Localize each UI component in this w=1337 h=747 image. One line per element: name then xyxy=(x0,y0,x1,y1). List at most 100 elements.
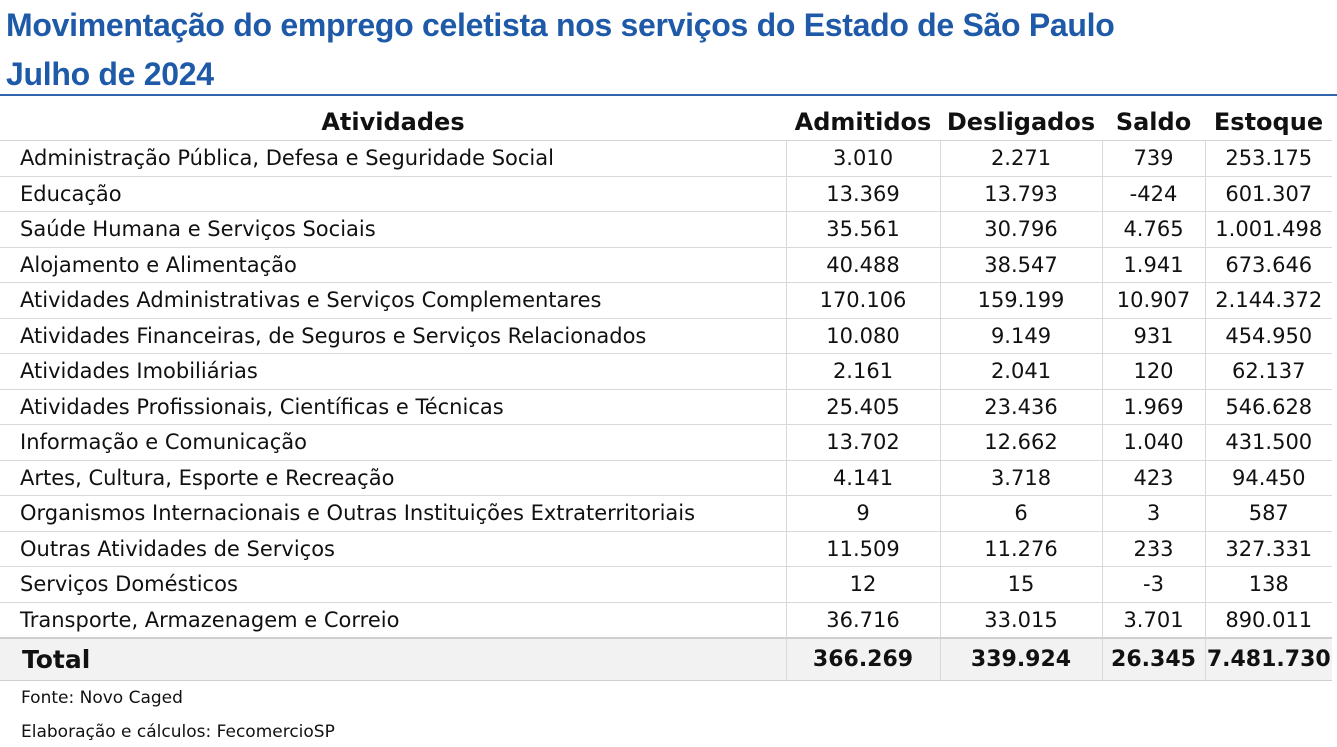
cell-admitidos: 3.010 xyxy=(785,140,940,177)
employment-table: Atividades Admitidos Desligados Saldo Es… xyxy=(0,103,1332,681)
cell-admitidos: 11.509 xyxy=(785,531,940,567)
cell-desligados: 11.276 xyxy=(939,531,1102,567)
table-row: Serviços Domésticos 12 15 -3 138 xyxy=(0,566,1332,603)
column-header-desligados: Desligados xyxy=(940,103,1102,141)
cell-admitidos: 36.716 xyxy=(785,602,940,639)
cell-desligados: 159.199 xyxy=(939,282,1102,319)
cell-atividade: Atividades Financeiras, de Seguros e Ser… xyxy=(0,318,786,354)
cell-saldo: 1.040 xyxy=(1101,424,1205,461)
table-row: Outras Atividades de Serviços 11.509 11.27… xyxy=(0,531,1332,567)
cell-atividade: Alojamento e Alimentação xyxy=(0,247,786,283)
cell-estoque: 673.646 xyxy=(1204,247,1332,283)
cell-admitidos: 170.106 xyxy=(785,282,940,319)
cell-saldo: 120 xyxy=(1101,353,1205,390)
cell-admitidos: 13.702 xyxy=(785,424,940,461)
cell-desligados: 15 xyxy=(939,566,1102,603)
total-cell-saldo: 26.345 xyxy=(1101,637,1205,681)
cell-saldo: 931 xyxy=(1101,318,1205,354)
column-header-atividades: Atividades xyxy=(0,103,786,141)
cell-atividade: Atividades Profissionais, Científicas e … xyxy=(0,389,786,425)
table-row: Organismos Internacionais e Outras Insti… xyxy=(0,495,1332,532)
cell-admitidos: 12 xyxy=(785,566,940,603)
total-cell-desligados: 339.924 xyxy=(939,637,1102,681)
table-row: Saúde Humana e Serviços Sociais 35.561 30.… xyxy=(0,211,1332,248)
total-row: Total 366.269 339.924 26.345 7.481.730 xyxy=(0,637,1332,681)
table-row: Atividades Imobiliárias 2.161 2.041 120 62.1… xyxy=(0,353,1332,390)
cell-estoque: 601.307 xyxy=(1204,176,1332,212)
total-cell-admitidos: 366.269 xyxy=(785,637,940,681)
cell-admitidos: 9 xyxy=(785,495,940,532)
cell-estoque: 890.011 xyxy=(1204,602,1332,639)
cell-admitidos: 25.405 xyxy=(785,389,940,425)
cell-estoque: 253.175 xyxy=(1204,140,1332,177)
cell-estoque: 327.331 xyxy=(1204,531,1332,567)
cell-estoque: 1.001.498 xyxy=(1204,211,1332,248)
cell-atividade: Administração Pública, Defesa e Segurida… xyxy=(0,140,786,177)
table-row: Transporte, Armazenagem e Correio 36.716 3… xyxy=(0,602,1332,639)
cell-saldo: 423 xyxy=(1101,460,1205,496)
credits-note: Elaboração e cálculos: FecomercioSP xyxy=(21,722,335,742)
cell-desligados: 12.662 xyxy=(939,424,1102,461)
cell-saldo: 739 xyxy=(1101,140,1205,177)
cell-desligados: 13.793 xyxy=(939,176,1102,212)
cell-atividade: Artes, Cultura, Esporte e Recreação xyxy=(0,460,786,496)
cell-saldo: 4.765 xyxy=(1101,211,1205,248)
table-row: Atividades Financeiras, de Seguros e Ser… xyxy=(0,318,1332,354)
cell-desligados: 30.796 xyxy=(939,211,1102,248)
cell-saldo: 3.701 xyxy=(1101,602,1205,639)
table-row: Educação 13.369 13.793 -424 601.307 xyxy=(0,176,1332,212)
cell-estoque: 138 xyxy=(1204,566,1332,603)
cell-saldo: 1.969 xyxy=(1101,389,1205,425)
cell-admitidos: 4.141 xyxy=(785,460,940,496)
cell-desligados: 3.718 xyxy=(939,460,1102,496)
cell-saldo: -3 xyxy=(1101,566,1205,603)
cell-desligados: 2.271 xyxy=(939,140,1102,177)
page-subtitle: Julho de 2024 xyxy=(6,56,214,92)
cell-desligados: 2.041 xyxy=(939,353,1102,390)
cell-atividade: Outras Atividades de Serviços xyxy=(0,531,786,567)
cell-estoque: 2.144.372 xyxy=(1204,282,1332,319)
column-header-admitidos: Admitidos xyxy=(786,103,940,141)
column-header-saldo: Saldo xyxy=(1102,103,1205,141)
cell-atividade: Organismos Internacionais e Outras Insti… xyxy=(0,495,786,532)
cell-atividade: Transporte, Armazenagem e Correio xyxy=(0,602,786,639)
cell-admitidos: 35.561 xyxy=(785,211,940,248)
cell-desligados: 33.015 xyxy=(939,602,1102,639)
cell-atividade: Atividades Administrativas e Serviços Co… xyxy=(0,282,786,319)
table-row: Administração Pública, Defesa e Segurida… xyxy=(0,140,1332,177)
cell-atividade: Atividades Imobiliárias xyxy=(0,353,786,390)
cell-admitidos: 13.369 xyxy=(785,176,940,212)
cell-admitidos: 2.161 xyxy=(785,353,940,390)
cell-saldo: 233 xyxy=(1101,531,1205,567)
cell-saldo: 3 xyxy=(1101,495,1205,532)
table-body: Administração Pública, Defesa e Segurida… xyxy=(0,140,1332,681)
cell-desligados: 6 xyxy=(939,495,1102,532)
cell-estoque: 454.950 xyxy=(1204,318,1332,354)
cell-estoque: 431.500 xyxy=(1204,424,1332,461)
page-title: Movimentação do emprego celetista nos se… xyxy=(6,7,1115,43)
cell-atividade: Educação xyxy=(0,176,786,212)
table-row: Informação e Comunicação 13.702 12.662 1.04… xyxy=(0,424,1332,461)
table-row: Artes, Cultura, Esporte e Recreação 4.141… xyxy=(0,460,1332,496)
cell-saldo: -424 xyxy=(1101,176,1205,212)
cell-saldo: 10.907 xyxy=(1101,282,1205,319)
cell-atividade: Informação e Comunicação xyxy=(0,424,786,461)
cell-atividade: Serviços Domésticos xyxy=(0,566,786,603)
cell-estoque: 587 xyxy=(1204,495,1332,532)
table-row: Atividades Administrativas e Serviços Co… xyxy=(0,282,1332,319)
cell-desligados: 9.149 xyxy=(939,318,1102,354)
cell-atividade: Saúde Humana e Serviços Sociais xyxy=(0,211,786,248)
cell-estoque: 546.628 xyxy=(1204,389,1332,425)
table-row: Atividades Profissionais, Científicas e … xyxy=(0,389,1332,425)
total-cell-estoque: 7.481.730 xyxy=(1204,637,1332,681)
cell-desligados: 38.547 xyxy=(939,247,1102,283)
total-cell-atividade: Total xyxy=(0,637,786,681)
cell-saldo: 1.941 xyxy=(1101,247,1205,283)
cell-estoque: 62.137 xyxy=(1204,353,1332,390)
title-divider xyxy=(0,94,1337,96)
column-header-estoque: Estoque xyxy=(1205,103,1332,141)
cell-estoque: 94.450 xyxy=(1204,460,1332,496)
table-header-row: Atividades Admitidos Desligados Saldo Es… xyxy=(0,103,1332,141)
cell-admitidos: 40.488 xyxy=(785,247,940,283)
cell-desligados: 23.436 xyxy=(939,389,1102,425)
